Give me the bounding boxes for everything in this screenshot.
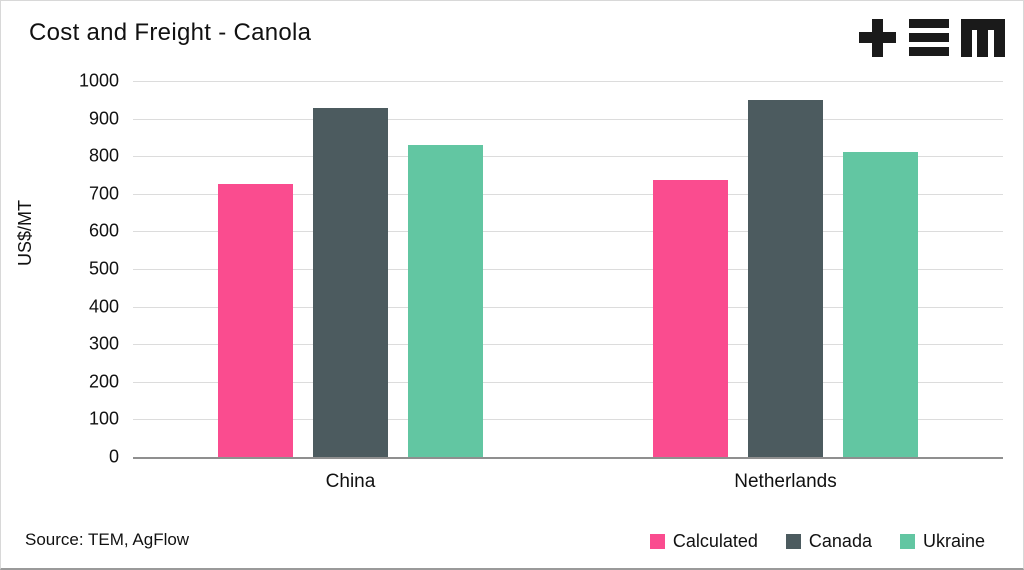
gridline	[133, 156, 1003, 158]
y-tick-label: 1000	[78, 70, 119, 91]
legend-label: Canada	[808, 531, 872, 551]
y-tick-label: 200	[88, 371, 119, 392]
x-tick-label-china: China	[325, 471, 376, 492]
y-axis-label: US$/MT	[15, 199, 35, 266]
legend-label: Ukraine	[922, 531, 985, 551]
legend-item-ukraine: Ukraine	[899, 531, 985, 552]
legend-swatch-icon	[899, 534, 915, 549]
legend-label: Calculated	[672, 531, 758, 551]
y-tick-label: 600	[88, 220, 119, 241]
gridline	[133, 381, 1003, 383]
gridline	[133, 419, 1003, 421]
gridline	[133, 118, 1003, 120]
gridline	[133, 306, 1003, 308]
bar-ukraine-netherlands	[843, 152, 918, 457]
y-tick-label: 0	[108, 446, 119, 467]
gridline	[133, 344, 1003, 346]
bar-calculated-netherlands	[653, 179, 728, 457]
y-tick-label: 300	[88, 333, 119, 354]
legend-item-calculated: Calculated	[649, 531, 758, 552]
y-tick-label: 400	[88, 296, 119, 317]
gridline	[133, 231, 1003, 233]
legend-swatch-icon	[785, 534, 801, 549]
legend: Calculated Canada Ukraine	[649, 531, 985, 552]
gridline	[133, 193, 1003, 195]
x-tick-label-netherlands: Netherlands	[734, 471, 837, 492]
bar-canada-netherlands	[748, 99, 823, 457]
legend-item-canada: Canada	[785, 531, 872, 552]
y-tick-label: 700	[88, 183, 119, 204]
bar-canada-china	[313, 108, 388, 457]
bar-calculated-china	[218, 184, 293, 457]
gridline	[133, 269, 1003, 270]
y-tick-label: 800	[88, 145, 119, 166]
bar-ukraine-china	[408, 144, 483, 457]
plot-area: 0 100 200 300 400 500 600 700 800 900 1000 China Ne…	[79, 71, 1003, 492]
tem-logo-icon	[859, 19, 1005, 57]
x-axis-line	[133, 457, 1003, 459]
legend-swatch-icon	[649, 534, 665, 549]
gridline	[133, 81, 1003, 82]
chart-title: Cost and Freight - Canola	[29, 19, 312, 46]
source-note: Source: TEM, AgFlow	[25, 530, 190, 549]
y-tick-label: 900	[88, 108, 119, 129]
y-tick-label: 100	[88, 408, 119, 429]
y-tick-label: 500	[88, 258, 119, 279]
